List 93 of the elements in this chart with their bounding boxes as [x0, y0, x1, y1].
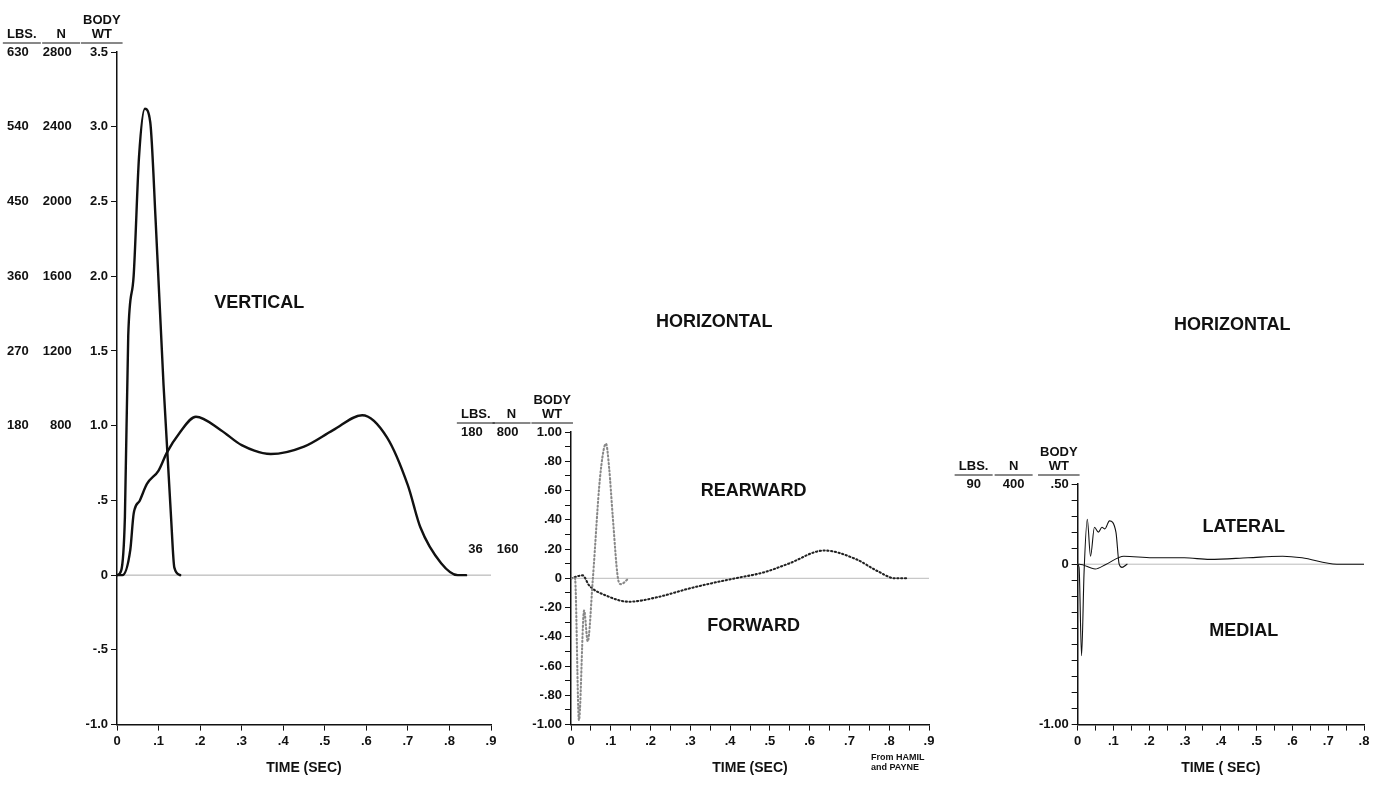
y3-axis-title: N	[56, 26, 66, 41]
y-tick-label: 0	[1061, 555, 1069, 571]
line-series	[571, 549, 909, 603]
y-tick-label: -1.0	[85, 716, 109, 732]
x-tick-label: .2	[194, 732, 206, 748]
y2-axis-title: LBS.	[7, 26, 37, 41]
y3-axis-title: N	[1008, 458, 1019, 473]
x-tick-label: .7	[844, 732, 855, 748]
y-tick-label: .80	[543, 452, 563, 468]
x-tick-label: .5	[764, 732, 776, 748]
x-axis-title: TIME (SEC)	[266, 759, 342, 776]
y3-tick-label: 2800	[42, 43, 72, 59]
y-axis-title: BODY WT	[83, 12, 121, 41]
x-tick-label: .8	[1358, 732, 1370, 748]
chart-title: HORIZONTAL	[655, 311, 773, 331]
y2-tick-label: 450	[6, 193, 29, 209]
y-tick-label: -.20	[539, 599, 563, 615]
y3-tick-label: 1200	[42, 342, 72, 358]
x-tick-label: 0	[1074, 732, 1082, 748]
x-tick-label: .4	[1215, 732, 1228, 748]
y-tick-label: 3.0	[89, 118, 109, 134]
x-tick-label: .4	[724, 732, 737, 748]
text: 90	[966, 475, 981, 491]
x-tick-label: .6	[804, 732, 816, 748]
y-tick-label: -1.00	[532, 716, 563, 732]
annotation: FORWARD	[707, 614, 800, 635]
text: 400	[1002, 475, 1025, 491]
x-tick-label: .6	[360, 732, 372, 748]
x-tick-label: .2	[1143, 732, 1155, 748]
y-tick-label: 3.5	[89, 43, 109, 59]
y-tick-label: .50	[1050, 475, 1069, 491]
x-tick-label: .7	[1322, 732, 1334, 748]
y-tick-label: 0	[100, 566, 109, 582]
x-tick-label: .1	[153, 732, 164, 748]
chart-title: HORIZONTAL	[1173, 314, 1291, 334]
x-tick-label: 0	[113, 732, 121, 748]
y-tick-label: -1.00	[1038, 716, 1069, 732]
y2-tick-label: 270	[6, 342, 29, 358]
y3-tick-label: 1600	[42, 267, 72, 283]
y3-tick-label: 800	[49, 417, 72, 433]
y-tick-label: .20	[543, 540, 563, 556]
x-tick-label: .4	[277, 732, 290, 748]
y2-tick-label: 180	[460, 423, 483, 439]
y2-tick-label: 180	[6, 417, 29, 433]
annotation: VERTICAL	[214, 291, 305, 312]
y-tick-label: 1.5	[89, 342, 109, 358]
text: From HAMIL and PAYNE	[871, 751, 925, 772]
y-tick-label: .5	[97, 491, 109, 507]
y2-tick-label: 540	[6, 118, 29, 134]
y-tick-label: 1.00	[536, 423, 563, 439]
y-tick-label: 1.0	[89, 417, 109, 433]
x-tick-label: .3	[236, 732, 248, 748]
line-series	[571, 442, 630, 722]
x-tick-label: .3	[1179, 732, 1191, 748]
y3-axis-title: N	[506, 406, 517, 421]
x-tick-label: .3	[684, 732, 696, 748]
x-axis-title: TIME (SEC)	[712, 759, 788, 776]
y-tick-label: .40	[543, 511, 563, 527]
annotation: LATERAL	[1202, 516, 1286, 537]
y3-tick-label: 160	[496, 540, 519, 556]
x-tick-label: .9	[485, 732, 497, 748]
y-tick-label: .60	[543, 482, 563, 498]
y2-axis-title: LBS.	[958, 458, 989, 473]
y-tick-label: 2.5	[89, 193, 109, 209]
x-tick-label: .1	[605, 732, 617, 748]
y-tick-label: -.40	[539, 628, 563, 644]
x-tick-label: .8	[883, 732, 895, 748]
y2-tick-label: 360	[6, 267, 29, 283]
y3-tick-label: 2400	[42, 118, 72, 134]
y-tick-label: 0	[554, 569, 563, 585]
y3-tick-label: 800	[496, 423, 519, 439]
y-axis-title: BODY WT	[1040, 444, 1078, 473]
y-tick-label: -.60	[539, 657, 563, 673]
x-tick-label: .2	[645, 732, 656, 748]
y-axis-title: BODY WT	[533, 392, 572, 421]
x-tick-label: .8	[444, 732, 455, 748]
y-tick-label: 2.0	[89, 267, 109, 283]
x-tick-label: 0	[567, 732, 575, 748]
x-tick-label: .1	[1108, 732, 1119, 748]
x-tick-label: .6	[1286, 732, 1298, 748]
y2-tick-label: 630	[6, 43, 29, 59]
y-tick-label: -.5	[92, 641, 109, 657]
y3-tick-label: 2000	[42, 193, 72, 209]
annotation: MEDIAL	[1209, 619, 1279, 640]
x-tick-label: .5	[319, 732, 331, 748]
y-tick-label: -.80	[539, 686, 563, 702]
y2-tick-label: 36	[468, 540, 483, 556]
x-tick-label: .9	[923, 732, 935, 748]
y2-axis-title: LBS.	[461, 406, 491, 421]
annotation: REARWARD	[700, 480, 807, 501]
x-tick-label: .5	[1251, 732, 1263, 748]
x-tick-label: .7	[402, 732, 414, 748]
x-axis-title: TIME ( SEC)	[1181, 759, 1261, 776]
